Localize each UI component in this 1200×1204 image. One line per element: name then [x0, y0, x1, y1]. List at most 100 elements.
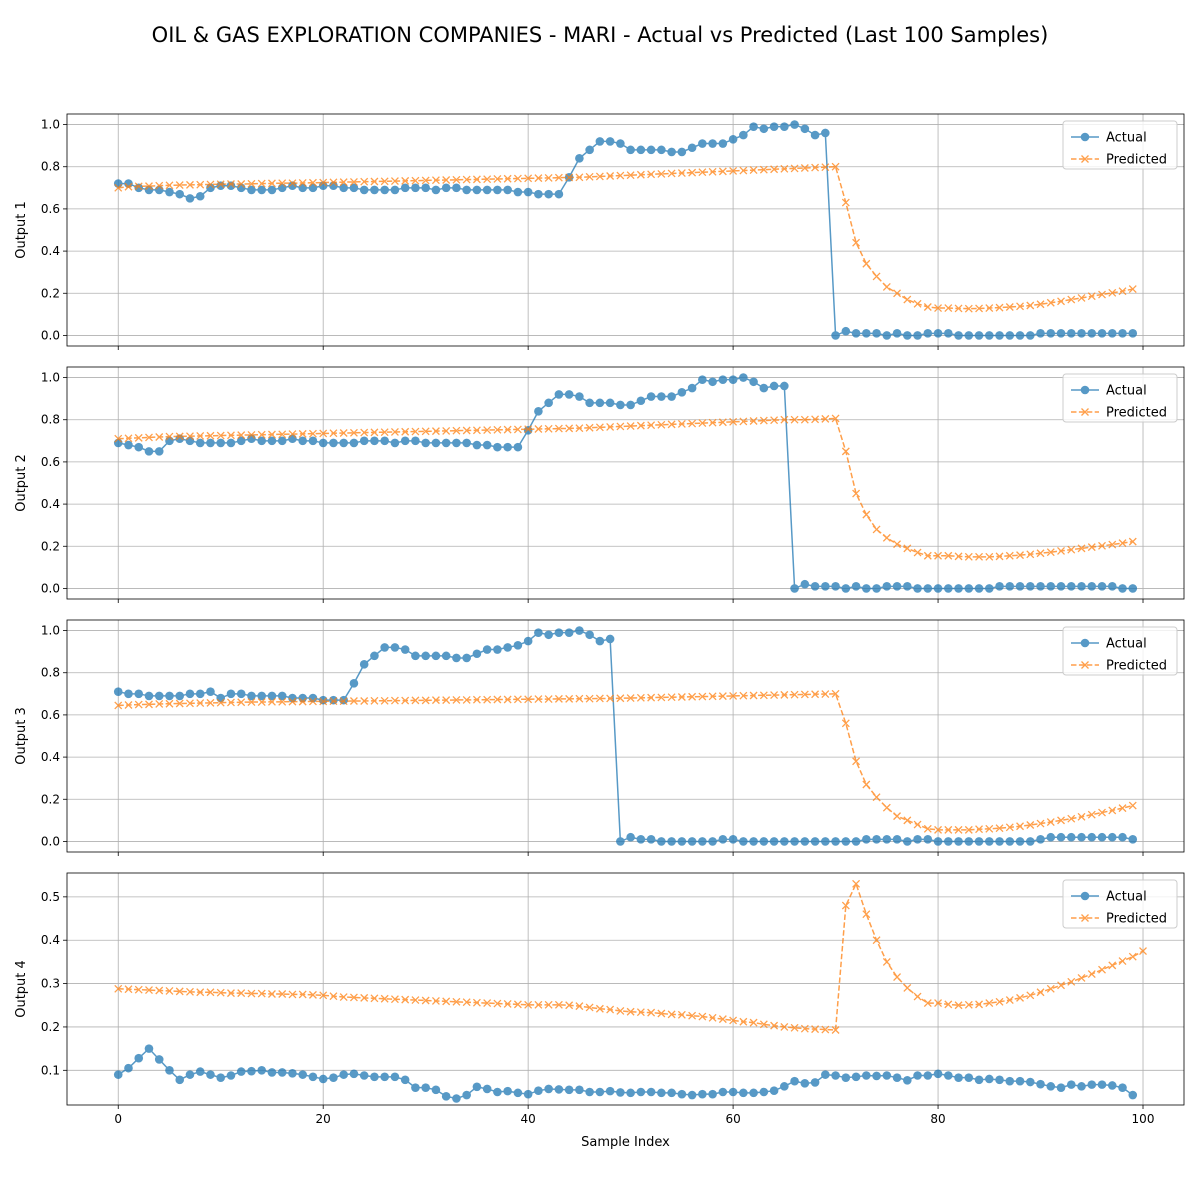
- data-point: [257, 691, 267, 701]
- data-point: [339, 695, 348, 705]
- data-point: [359, 1071, 369, 1080]
- data-point: [913, 1071, 922, 1080]
- data-point: [995, 331, 1004, 340]
- data-point: [1097, 832, 1107, 842]
- data-point: [1025, 582, 1035, 591]
- data-point: [462, 998, 471, 1007]
- data-point: [657, 169, 666, 178]
- data-point: [647, 421, 656, 430]
- data-point: [739, 1088, 748, 1098]
- data-point: [677, 388, 687, 397]
- data-point: [585, 172, 594, 181]
- data-point: [657, 420, 666, 429]
- data-point: [247, 698, 256, 707]
- data-point: [1005, 582, 1015, 591]
- data-point: [759, 165, 768, 174]
- data-point: [1025, 837, 1035, 846]
- data-point: [257, 179, 266, 188]
- series-actual: [113, 120, 1138, 340]
- series-predicted: [114, 879, 1147, 1034]
- data-point: [985, 999, 994, 1008]
- data-point: [626, 400, 635, 410]
- data-point: [872, 329, 881, 338]
- data-point: [185, 689, 195, 699]
- data-point: [565, 424, 574, 433]
- data-point: [585, 630, 594, 640]
- data-point: [1108, 806, 1117, 815]
- data-point: [534, 1000, 543, 1009]
- data-point: [534, 1086, 543, 1095]
- data-point: [401, 176, 410, 185]
- data-point: [257, 430, 266, 439]
- data-point: [749, 837, 758, 846]
- data-point: [1118, 584, 1127, 593]
- data-point: [718, 835, 728, 844]
- data-point: [616, 422, 625, 431]
- data-point: [770, 1021, 779, 1030]
- legend: Actual Predicted: [1062, 120, 1178, 170]
- data-point: [852, 879, 861, 888]
- data-point: [1097, 1080, 1107, 1089]
- axes-frame: [66, 366, 1185, 600]
- y-tick-label: 0.4: [41, 750, 60, 764]
- data-point: [1057, 546, 1065, 555]
- data-point: [390, 643, 400, 652]
- data-point: [903, 331, 912, 340]
- data-point: [472, 1082, 482, 1092]
- data-point: [790, 690, 799, 699]
- data-point: [1097, 329, 1107, 338]
- data-point: [821, 837, 830, 846]
- data-point: [1056, 329, 1066, 338]
- data-point: [493, 999, 502, 1008]
- data-point: [892, 835, 902, 844]
- data-point: [1046, 832, 1056, 842]
- data-point: [923, 824, 932, 833]
- data-point: [780, 122, 789, 131]
- data-point: [780, 690, 789, 699]
- data-point: [1128, 537, 1137, 546]
- data-point: [134, 182, 143, 191]
- data-point: [1066, 329, 1076, 338]
- data-point: [718, 418, 727, 427]
- data-point: [216, 1073, 226, 1082]
- data-point: [975, 825, 984, 834]
- data-point: [759, 837, 769, 846]
- data-point: [360, 697, 369, 705]
- x-axis-label: Sample Index: [581, 1135, 670, 1150]
- data-point: [954, 1001, 963, 1010]
- data-point: [933, 1069, 943, 1079]
- data-point: [247, 185, 256, 195]
- y-axis-label: Output 1: [14, 201, 29, 259]
- data-point: [657, 1009, 666, 1018]
- data-point: [708, 139, 717, 148]
- data-point: [134, 433, 143, 442]
- data-point: [616, 139, 625, 148]
- data-point: [605, 398, 615, 408]
- data-point: [114, 701, 123, 710]
- data-point: [380, 428, 389, 437]
- data-point: [554, 173, 563, 182]
- data-point: [698, 375, 707, 384]
- data-point: [277, 1068, 287, 1077]
- data-point: [503, 425, 512, 434]
- data-point: [841, 901, 850, 910]
- legend: Actual Predicted: [1062, 879, 1178, 929]
- y-tick-label: 0.6: [41, 202, 60, 216]
- data-point: [954, 331, 963, 340]
- data-point: [728, 1087, 738, 1097]
- data-point: [647, 1008, 656, 1017]
- data-point: [380, 1072, 389, 1082]
- data-point: [493, 185, 502, 195]
- data-point: [370, 994, 379, 1003]
- data-point: [196, 699, 205, 708]
- data-point: [472, 426, 481, 435]
- data-point: [370, 651, 379, 661]
- data-point: [1005, 837, 1015, 846]
- data-point: [186, 180, 194, 189]
- data-point: [411, 176, 420, 185]
- y-tick-label: 0.4: [41, 497, 60, 511]
- data-point: [882, 533, 891, 542]
- data-point: [1118, 832, 1127, 842]
- data-point: [1128, 1090, 1138, 1100]
- data-point: [267, 697, 276, 706]
